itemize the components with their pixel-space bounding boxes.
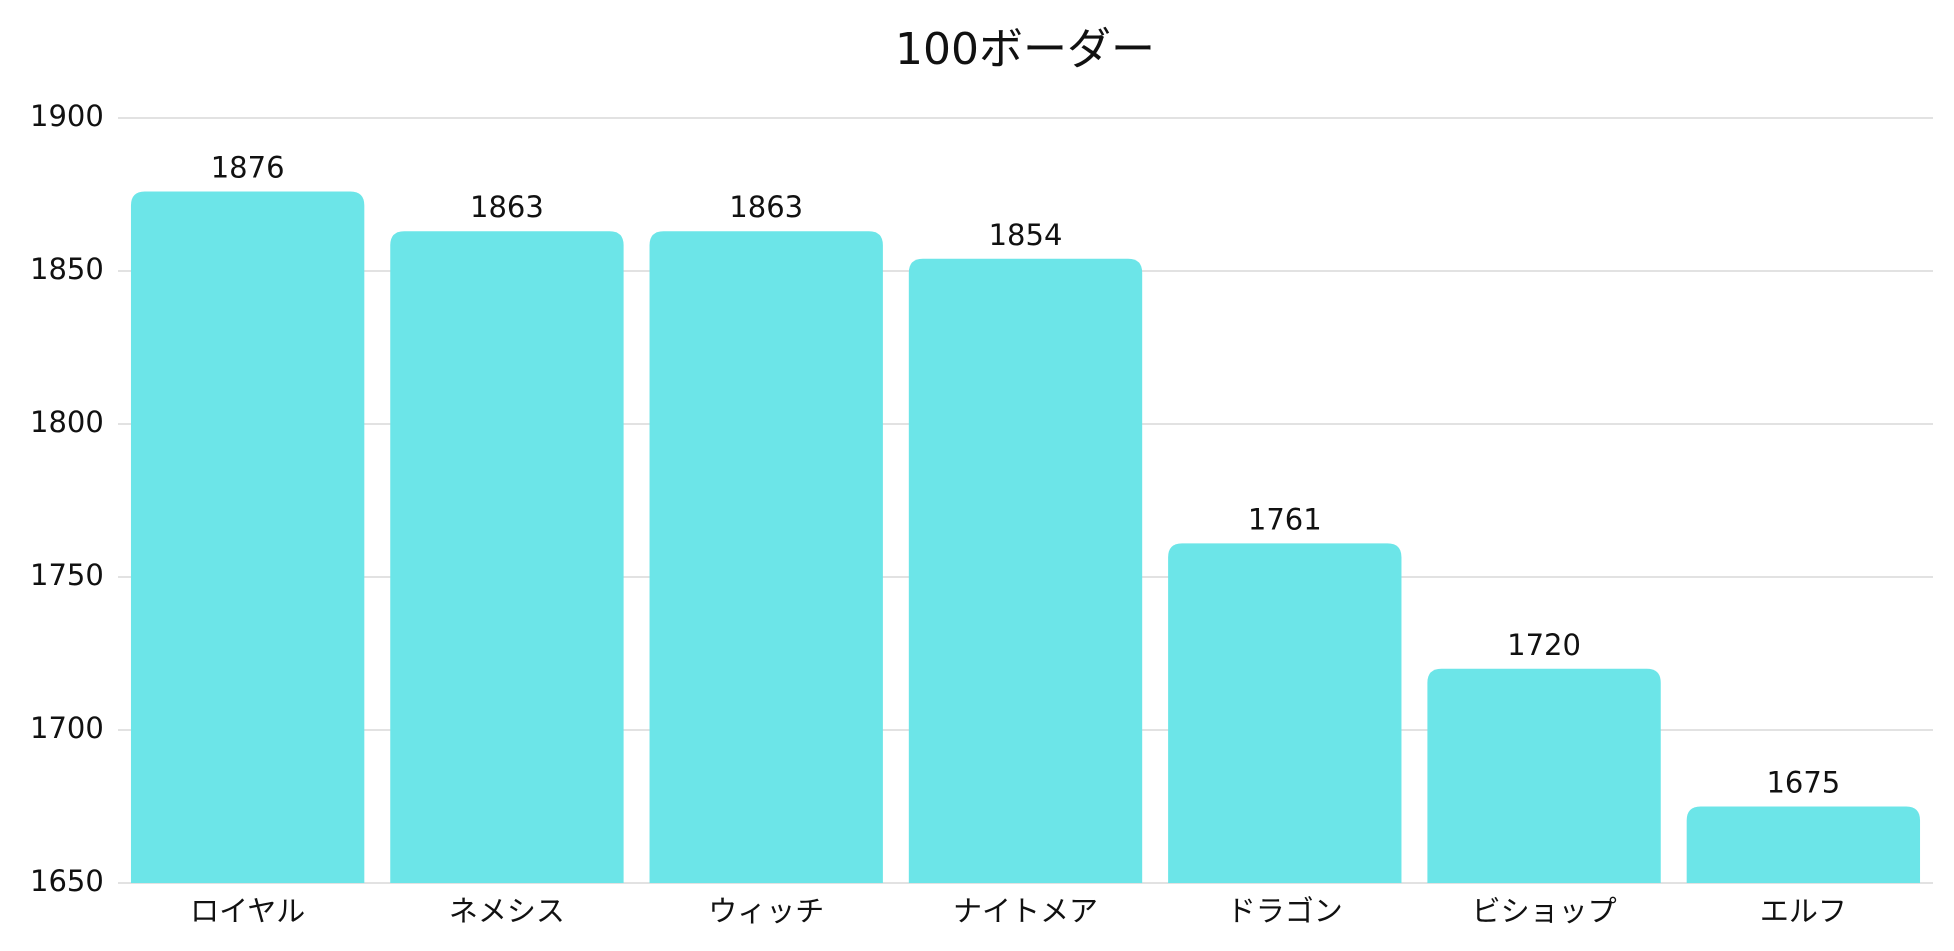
- x-tick-label: ナイトメア: [953, 894, 1098, 928]
- bar: [1168, 543, 1402, 883]
- data-label: 1863: [729, 190, 803, 224]
- y-tick-label: 1700: [30, 711, 104, 745]
- data-label: 1854: [989, 218, 1063, 252]
- y-tick-label: 1650: [30, 864, 104, 898]
- x-tick-label: ネメシス: [449, 894, 565, 928]
- bar: [649, 231, 883, 884]
- y-tick-label: 1750: [30, 558, 104, 592]
- data-label: 1720: [1507, 628, 1581, 662]
- bar: [908, 258, 1143, 883]
- data-label: 1761: [1248, 502, 1322, 536]
- chart-title: 100ボーダー: [895, 24, 1155, 75]
- data-label: 1876: [211, 150, 285, 184]
- y-tick-label: 1800: [30, 405, 104, 439]
- bar: [130, 191, 365, 883]
- x-tick-label: ウィッチ: [708, 894, 824, 928]
- data-label: 1675: [1766, 766, 1840, 800]
- data-label: 1863: [470, 190, 544, 224]
- x-tick-label: ドラゴン: [1227, 894, 1343, 928]
- bar: [390, 231, 624, 884]
- y-tick-label: 1850: [30, 252, 104, 286]
- bar: [1686, 806, 1921, 883]
- x-tick-label: エルフ: [1760, 894, 1847, 928]
- bar: [1427, 668, 1661, 883]
- x-tick-label: ビショップ: [1472, 894, 1617, 928]
- x-tick-label: ロイヤル: [190, 894, 305, 928]
- y-tick-label: 1900: [30, 99, 104, 133]
